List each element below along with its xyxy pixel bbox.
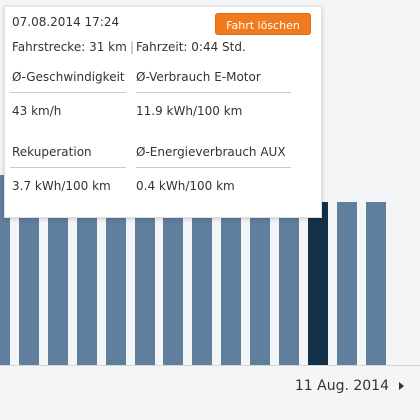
delete-trip-button[interactable]: Fahrt löschen <box>215 13 311 35</box>
trip-bar[interactable] <box>336 202 357 365</box>
trip-details-popup: 07.08.2014 17:24 Fahrt löschen Fahrstrec… <box>4 6 322 218</box>
metric-value: 11.9 kWh/100 km <box>136 104 243 118</box>
trip-bar[interactable] <box>105 202 126 365</box>
info-separator: | <box>130 40 135 54</box>
metric-divider <box>136 92 291 93</box>
selected-trip-bar[interactable] <box>307 202 328 365</box>
metric-divider <box>136 167 291 168</box>
trip-bar[interactable] <box>279 202 299 365</box>
metric-value: 0.4 kWh/100 km <box>136 179 235 193</box>
trip-bar[interactable] <box>76 202 97 365</box>
trip-datetime: 07.08.2014 17:24 <box>12 15 120 29</box>
metric-value: 3.7 kWh/100 km <box>12 179 111 193</box>
metric-divider <box>10 92 126 93</box>
trip-bar[interactable] <box>250 202 271 365</box>
date-navigation: 11 Aug. 2014 <box>0 366 420 420</box>
chevron-right-icon[interactable] <box>396 379 408 393</box>
metric-value: 43 km/h <box>12 104 62 118</box>
metric-label: Ø-Verbrauch E-Motor <box>136 70 261 84</box>
metric-divider <box>10 167 126 168</box>
metric-label: Ø-Geschwindigkeit <box>12 70 125 84</box>
trip-duration: Fahrzeit: 0:44 Std. <box>136 40 246 54</box>
trip-distance: Fahrstrecke: 31 km <box>12 40 127 54</box>
trip-bar[interactable] <box>365 202 386 365</box>
trip-bar[interactable] <box>163 202 184 365</box>
current-date: 11 Aug. 2014 <box>294 378 389 394</box>
trip-bar[interactable] <box>47 202 68 365</box>
trip-bar[interactable] <box>0 175 10 365</box>
trip-bar[interactable] <box>134 202 155 365</box>
metric-label: Rekuperation <box>12 145 92 159</box>
trip-bar[interactable] <box>192 202 213 365</box>
trip-bar[interactable] <box>18 202 39 365</box>
chart-baseline <box>0 365 420 366</box>
trip-bar[interactable] <box>221 202 242 365</box>
metric-label: Ø-Energieverbrauch AUX <box>136 145 286 159</box>
trip-bar-chart <box>0 175 386 365</box>
